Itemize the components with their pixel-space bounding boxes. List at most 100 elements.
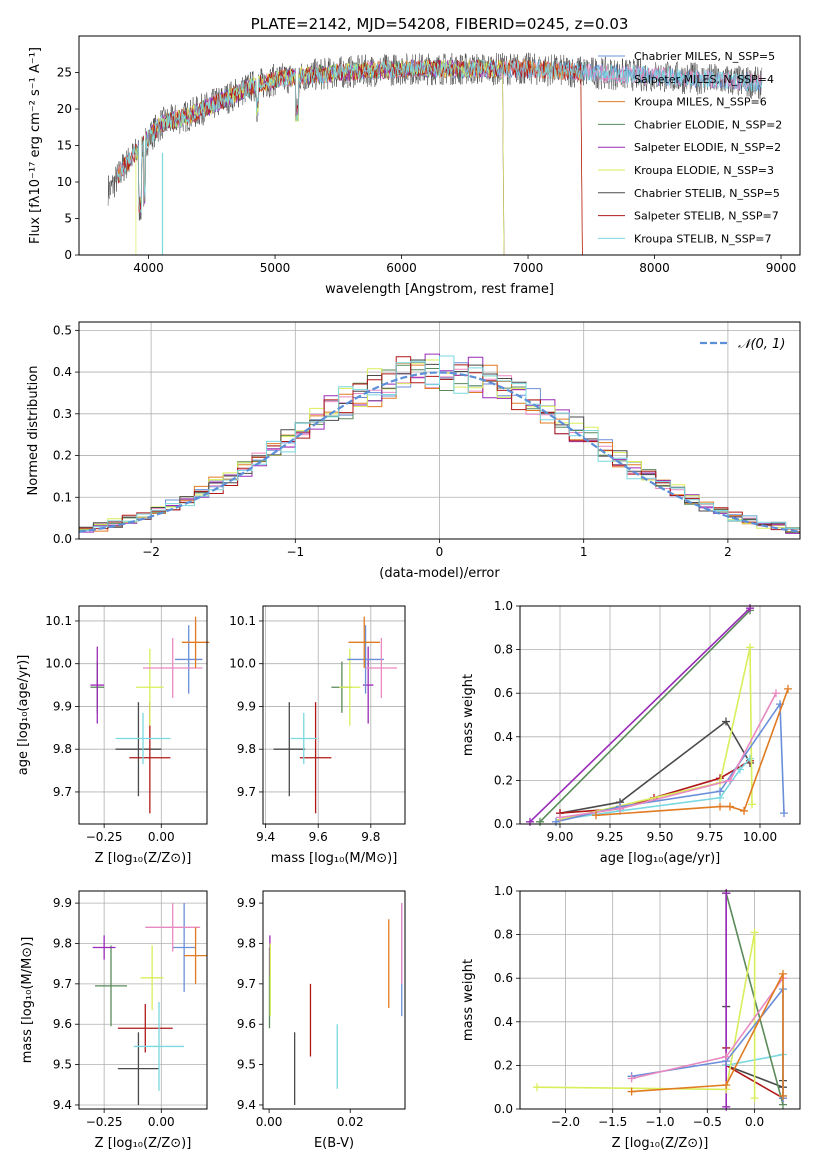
age_vs_mass-ytick-label: 10.1 (229, 614, 256, 628)
weight_vs_age-ytick-label: 1.0 (494, 599, 513, 613)
age_vs_Z-ylabel: age [log₁₀(age/yr)] (16, 655, 31, 776)
age_vs_mass-axes: 9.4 9.6 9.8 9.7 9.8 9.9 10.0 10.1 mass [log₁₀(M/… (229, 606, 405, 866)
spectrum-legend-label: Salpeter ELODIE, N_SSP=2 (634, 141, 781, 154)
spectrum-xtick-label: 8000 (639, 261, 670, 275)
age_vs_mass-ytick-label: 9.8 (237, 742, 256, 756)
weight_vs_Z-point-marker (722, 1081, 731, 1090)
weight_vs_age-point-marker (722, 717, 730, 726)
spectrum-legend-label: Chabrier STELIB, N_SSP=5 (634, 187, 780, 200)
weight_vs_Z-ylabel: mass weight (461, 959, 476, 1041)
weight_vs_Z-ytick-label: 1.0 (494, 884, 513, 898)
weight_vs_age-series-line (539, 609, 751, 823)
spectrum-legend-label: Salpeter STELIB, N_SSP=7 (634, 210, 779, 223)
weight_vs_Z-series-line (631, 973, 784, 1096)
weight_vs_Z-point-marker (722, 889, 731, 898)
weight_vs_age-ytick-label: 0.4 (494, 730, 513, 744)
age_vs_mass-ytick-label: 9.9 (237, 699, 256, 713)
spectrum-title: PLATE=2142, MJD=54208, FIBERID=0245, z=0… (251, 15, 629, 33)
residuals-xtick-label: −2 (142, 545, 160, 559)
residuals-frame (78, 321, 801, 540)
weight_vs_Z-ytick-label: 0.0 (494, 1102, 513, 1116)
age_vs_mass-xtick-label: 9.4 (256, 830, 275, 844)
spectrum-ytick-label: 5 (64, 212, 72, 226)
residuals-ytick-label: 0.1 (53, 490, 72, 504)
age_vs_Z-xtick-label: 0.00 (148, 830, 175, 844)
weight_vs_age-ytick-label: 0.6 (494, 686, 513, 700)
weight_vs_Z-point-marker (750, 1094, 759, 1103)
residuals-ylabel: Normed distribution (26, 366, 41, 496)
residuals-ytick-label: 0.2 (53, 449, 72, 463)
weight_vs_age-point-marker (592, 811, 600, 820)
weight_vs_age-point-marker (556, 813, 564, 822)
spectrum-xlabel: wavelength [Angstrom, rest frame] (325, 282, 554, 297)
age_vs_mass-ytick-label: 10.0 (229, 657, 256, 671)
weight_vs_age-xtick-label: 9.75 (697, 830, 724, 844)
residuals-xlabel: (data-model)/error (379, 566, 500, 581)
weight_vs_age-point-marker (616, 804, 624, 813)
weight_vs_age-point-marker (716, 787, 724, 796)
mass_vs_ebv-ytick-label: 9.5 (237, 1058, 256, 1072)
weight_vs_age-xtick-label: 9.00 (547, 830, 574, 844)
weight_vs_Z-xtick-label: −0.5 (693, 1115, 722, 1129)
spectrum-xtick-label: 9000 (766, 261, 797, 275)
mass_vs_ebv-xtick-label: 0.02 (337, 1115, 364, 1129)
weight_vs_Z-ytick-label: 0.6 (494, 971, 513, 985)
spectrum-legend-label: Chabrier MILES, N_SSP=5 (634, 50, 775, 63)
weight_vs_Z-frame (519, 890, 801, 1110)
weight_vs_Z-ytick-label: 0.4 (494, 1015, 513, 1029)
mass_vs_Z-frame (78, 890, 208, 1110)
spectrum-legend-label: Salpeter MILES, N_SSP=4 (634, 73, 774, 86)
mass_vs_Z-ytick-label: 9.9 (53, 896, 72, 910)
age_vs_Z-xtick-label: −0.25 (86, 830, 123, 844)
weight_vs_age-series-line (559, 692, 777, 819)
weight_vs_age-point-marker (746, 754, 754, 763)
age_vs_Z-ytick-label: 9.9 (53, 699, 72, 713)
mass_vs_Z-xlabel: Z [log₁₀(Z/Z⊙)] (95, 1136, 192, 1151)
residuals-ytick-label: 0.3 (53, 407, 72, 421)
weight_vs_Z-point-marker (750, 928, 759, 937)
weight_vs_age-series-line (559, 720, 751, 814)
mass_vs_Z-ytick-label: 9.4 (53, 1098, 72, 1112)
mass_vs_ebv-xtick-label: 0.00 (256, 1115, 283, 1129)
weight_vs_Z-ytick-label: 0.2 (494, 1058, 513, 1072)
weight_vs_Z-xtick-label: −2.0 (551, 1115, 580, 1129)
mass_vs_ebv-xlabel: E(B-V) (314, 1136, 354, 1151)
age_vs_Z-ytick-label: 9.7 (53, 785, 72, 799)
weight_vs_age-point-marker (784, 684, 792, 693)
spectrum-series-line (116, 58, 583, 255)
residuals-xtick-label: −1 (286, 545, 304, 559)
spectrum-series-line (135, 59, 505, 255)
weight_vs_age-xtick-label: 10.00 (743, 830, 777, 844)
weight_vs_age-xtick-label: 9.50 (647, 830, 674, 844)
age_vs_Z-xlabel: Z [log₁₀(Z/Z⊙)] (95, 851, 192, 866)
weight_vs_age-point-marker (716, 802, 724, 811)
spectrum-ylabel: Flux [fλ10⁻¹⁷ erg cm⁻² s⁻¹ A⁻¹] (28, 47, 43, 244)
mass_vs_Z-ytick-label: 9.5 (53, 1058, 72, 1072)
weight_vs_age-ylabel: mass weight (461, 674, 476, 756)
residuals-ytick-label: 0.4 (53, 365, 72, 379)
weight_vs_age-point-marker (740, 806, 748, 815)
weight_vs_Z-point-marker (627, 1074, 636, 1083)
spectrum-ytick-label: 20 (57, 102, 72, 116)
weight_vs_age-axes: 9.00 9.25 9.50 9.75 10.00 0.0 0.2 0.4 0.6 0.8 1.0 a… (461, 599, 800, 866)
mass_vs_Z-ylabel: mass [log₁₀(M/M⊙)] (20, 937, 35, 1064)
age_vs_Z-ytick-label: 9.8 (53, 742, 72, 756)
weight_vs_Z-point-marker (627, 1087, 636, 1096)
weight_vs_Z-axes: −2.0 −1.5 −1.0 −0.5 0.0 0.0 0.2 0.4 0.6 0.8 1.0 Z [… (461, 884, 800, 1151)
spectrum-frame (78, 35, 801, 256)
spectrum-xtick-label: 7000 (513, 261, 544, 275)
weight_vs_age-point-marker (736, 765, 744, 774)
age_vs_mass-xtick-label: 9.8 (361, 830, 380, 844)
weight_vs_age-ytick-label: 0.0 (494, 817, 513, 831)
weight_vs_age-series-line (559, 760, 751, 814)
age_vs_mass-xtick-label: 9.6 (309, 830, 328, 844)
weight_vs_Z-xtick-label: 0.0 (745, 1115, 764, 1129)
age_vs_mass-ytick-label: 9.7 (237, 785, 256, 799)
mass_vs_ebv-ytick-label: 9.7 (237, 977, 256, 991)
spectrum-xtick-label: 6000 (386, 261, 417, 275)
age_vs_Z-ytick-label: 10.0 (45, 657, 72, 671)
mass_vs_Z-xtick-label: −0.25 (86, 1115, 123, 1129)
age_vs_mass-frame (262, 605, 406, 825)
weight_vs_age-series-line (559, 647, 753, 821)
mass_vs_Z-ytick-label: 9.8 (53, 936, 72, 950)
